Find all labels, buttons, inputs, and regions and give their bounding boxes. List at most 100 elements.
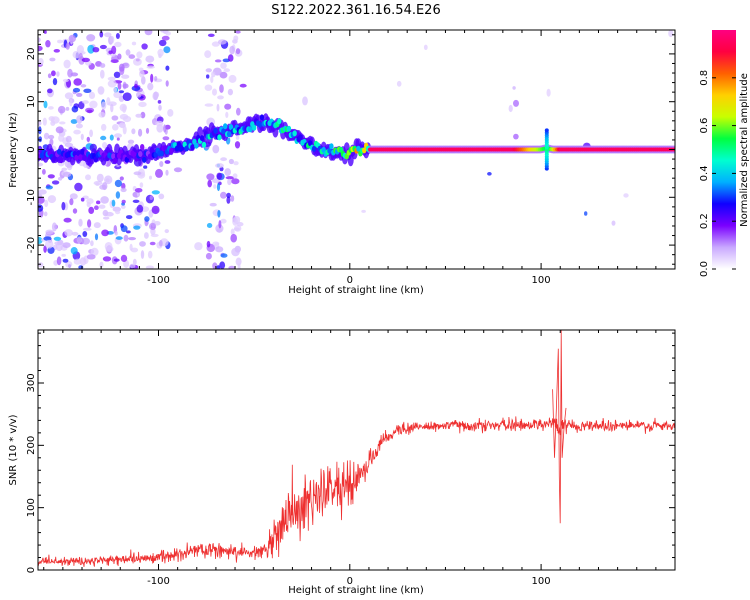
spectrogram-cell [213,127,218,134]
spectrogram-cell [207,33,215,37]
spectrogram-cell [204,103,214,107]
spectrogram-cell [71,231,79,236]
spectrogram-cell [216,103,220,112]
spectrogram-cell [71,105,79,113]
spectrogram-cell [220,253,228,258]
spectrogram-cell [292,130,297,137]
spectrogram-cell [298,134,303,141]
spectrogram-cell [45,229,54,235]
spectrogram-cell [58,177,63,181]
spectrogram-cell [286,125,292,132]
spectrogram-cell [134,83,138,89]
spectrogram-cell [38,58,44,66]
spectrogram-cell [63,171,72,178]
spectrogram-cell [55,242,63,252]
spectrogram-cell [114,41,122,48]
spectrogram-cell [234,141,241,149]
spectrogram-cell [116,137,120,141]
spectrogram-cell [165,31,171,36]
spectrogram-cell [135,113,142,118]
spectrogram-cell [252,124,257,131]
spectrogram-cell [217,39,227,45]
x-tick-label: 100 [532,275,551,286]
spectrogram-cell [232,173,238,179]
spectrogram-cell [38,162,44,167]
spectrogram-cell [81,57,91,63]
spectrogram-cell [63,217,72,223]
spectrogram-cell [115,236,123,240]
spectrogram-cell [140,111,146,119]
spectrogram-cell [584,211,588,216]
x-tick-label: 0 [347,576,353,587]
spectrogram-cell [109,134,114,141]
spectrogram-cell [277,118,282,125]
spectrogram-cell [92,47,100,53]
spectrogram-cell [110,103,114,113]
spectrogram-cell [99,261,104,268]
spectrogram-heatmap [38,30,675,269]
spectrogram-cell [149,195,153,200]
spectrogram-cell [113,87,117,93]
spectrogram-cell [76,236,83,244]
spectrogram-cell [216,183,221,192]
spectrogram-cell [80,133,84,141]
spectrogram-cell [86,254,96,260]
spectrogram-cell [233,35,239,42]
spectrogram-cell [61,167,68,171]
spectrogram-cell [38,196,45,204]
spectrogram-cell [89,100,98,109]
spectrogram-cell [72,208,78,214]
spectrogram-cell [145,194,154,204]
spectrogram-cell [204,84,213,91]
spectrogram-cell [311,145,317,152]
spectrogram-cell [206,240,211,248]
spectrogram-cell [144,216,150,222]
spectrogram-cell [104,32,112,38]
spectrogram-cell [233,216,241,224]
spectrogram-cell [38,45,43,52]
spectrogram-cell [45,239,54,249]
spectrogram-cell [38,121,42,126]
snr-series-line [38,330,675,567]
spectrogram-cell [125,230,131,234]
y-tick-label: 300 [26,373,37,392]
y-tick-label: 200 [26,436,37,455]
spectrogram-cell [259,114,265,121]
spectrogram-cell [158,240,163,247]
spectrogram-cell [80,197,85,202]
spectrogram-cell [73,129,81,135]
spectrogram-cell [57,39,63,44]
spectrogram-cell [108,50,113,55]
spectrogram-cell [173,167,183,173]
spectrogram-cell [131,41,137,46]
spectrogram-cell [159,150,164,157]
spectrogram-cell [73,258,82,265]
spectrogram-cell [130,247,139,253]
spectrogram-cell [63,59,71,69]
spectrogram-cell [136,51,143,59]
spectrogram-cell [162,136,170,141]
spectrogram-cell [82,231,88,237]
spectrogram-cell [94,205,99,210]
spectrogram-cell [154,76,158,81]
spectrogram-cell [544,128,549,133]
spectrogram-cell [136,204,144,213]
spectrogram-cell [217,95,224,100]
spectrogram-cell [65,106,70,111]
spectrogram-cell [57,148,62,155]
spectrogram-cell [508,104,513,113]
spectrogram-cell [64,229,73,237]
y-tick-label: -20 [26,237,37,253]
spectrogram-cell [126,215,133,220]
spectrogram-cell [57,105,66,114]
x-tick-label: -100 [147,275,170,286]
spectrogram-cell [133,58,142,66]
spectrogram-cell [88,91,96,99]
spectrogram-cell [144,30,153,36]
y-tick-label: -10 [26,189,37,205]
spectrogram-cell [42,168,46,175]
spectrogram-cell [226,192,231,199]
spectrogram-cell [212,262,218,269]
spectrogram-cell [86,34,96,42]
